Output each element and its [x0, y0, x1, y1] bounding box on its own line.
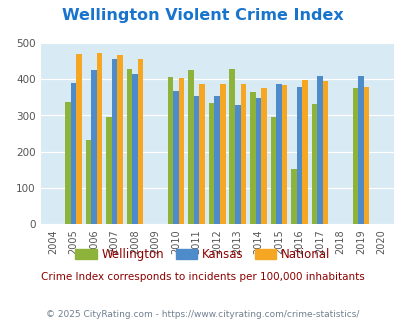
Bar — [260, 88, 266, 224]
Bar — [85, 140, 91, 224]
Bar — [363, 87, 369, 224]
Text: © 2025 CityRating.com - https://www.cityrating.com/crime-statistics/: © 2025 CityRating.com - https://www.city… — [46, 310, 359, 319]
Bar — [255, 98, 260, 224]
Bar — [126, 69, 132, 224]
Bar — [214, 96, 220, 224]
Bar — [188, 70, 194, 224]
Bar — [322, 81, 327, 224]
Bar — [296, 87, 301, 224]
Bar — [65, 102, 70, 224]
Bar — [290, 169, 296, 224]
Bar — [111, 59, 117, 224]
Bar — [70, 83, 76, 224]
Bar — [209, 103, 214, 224]
Bar — [117, 55, 123, 224]
Legend: Wellington, Kansas, National: Wellington, Kansas, National — [70, 244, 335, 266]
Bar — [167, 77, 173, 224]
Bar — [229, 69, 234, 224]
Bar — [240, 83, 245, 224]
Bar — [138, 59, 143, 224]
Bar — [311, 104, 316, 224]
Text: Crime Index corresponds to incidents per 100,000 inhabitants: Crime Index corresponds to incidents per… — [41, 272, 364, 282]
Bar — [96, 53, 102, 224]
Bar — [301, 80, 307, 224]
Bar — [91, 70, 96, 224]
Bar — [357, 76, 363, 224]
Bar — [194, 96, 199, 224]
Bar — [249, 92, 255, 224]
Bar — [199, 83, 205, 224]
Bar — [352, 88, 357, 224]
Bar — [76, 54, 81, 224]
Bar — [270, 116, 275, 224]
Bar — [281, 85, 286, 224]
Bar — [179, 78, 184, 224]
Text: Wellington Violent Crime Index: Wellington Violent Crime Index — [62, 8, 343, 23]
Bar — [173, 91, 179, 224]
Bar — [220, 84, 225, 224]
Bar — [234, 105, 240, 224]
Bar — [275, 83, 281, 224]
Bar — [316, 76, 322, 224]
Bar — [106, 117, 111, 224]
Bar — [132, 75, 138, 224]
